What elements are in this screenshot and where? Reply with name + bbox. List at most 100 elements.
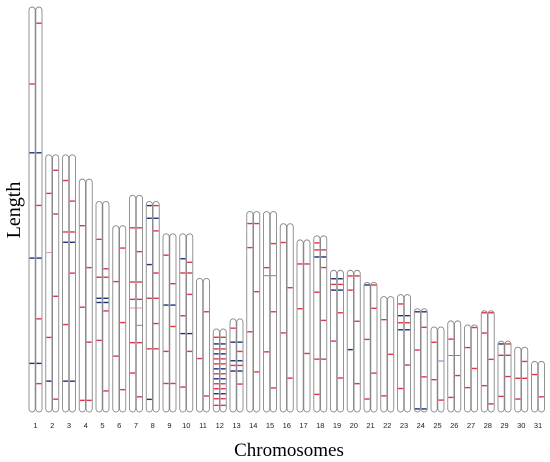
x-tick-label: 24: [417, 421, 425, 430]
chromosome-24: [413, 308, 428, 413]
x-axis-label: Chromosomes: [234, 440, 344, 461]
chromosome-20: [346, 269, 361, 413]
chromosome-27: [464, 324, 478, 413]
x-tick-label: 11: [199, 421, 207, 430]
chromosome-26: [447, 320, 462, 413]
chromatid-left: [464, 324, 472, 413]
chromatid-right: [119, 225, 127, 413]
chromatid-right: [253, 211, 261, 413]
chromosome-6: [112, 225, 127, 413]
chromatid-right: [403, 294, 411, 413]
chromatid-left: [497, 340, 505, 413]
x-tick-label: 14: [249, 421, 257, 430]
chromatid-right: [186, 233, 194, 413]
chromosome-1: [28, 6, 43, 413]
x-tick-labels: 1 2 3 4 5 6 7 8 9 10 11 12 13 14 15 16 17 18 19 20 21 22 23 24 2…: [33, 421, 542, 430]
x-tick-label: 21: [366, 421, 374, 430]
chromatid-left: [162, 233, 170, 413]
chromatid-left: [313, 235, 321, 413]
chromatid-right: [135, 194, 143, 413]
chromosome-18: [313, 235, 328, 413]
chromosome-group: [28, 6, 545, 413]
chromatid-left: [447, 320, 455, 413]
chromosome-7: [129, 194, 143, 413]
chromatid-right: [85, 178, 93, 413]
x-tick-label: 16: [283, 421, 291, 430]
x-tick-label: 7: [134, 421, 138, 430]
y-axis-label: Length: [3, 182, 25, 239]
chromatid-right: [52, 154, 60, 413]
x-tick-label: 30: [517, 421, 525, 430]
chromosome-17: [296, 239, 311, 413]
x-tick-label: 31: [534, 421, 542, 430]
chromosome-8: [145, 200, 160, 413]
chromatid-left: [45, 154, 53, 413]
chromosome-4: [78, 178, 93, 413]
chromatid-right: [537, 360, 545, 413]
chromatid-left: [179, 233, 187, 413]
chromatid-left: [346, 269, 354, 413]
x-tick-label: 18: [316, 421, 324, 430]
chromosome-19: [330, 269, 344, 413]
chromatid-left: [531, 360, 539, 413]
chromatid-right: [370, 281, 378, 413]
chromatid-left: [514, 346, 522, 413]
x-tick-label: 27: [467, 421, 475, 430]
x-tick-label: 10: [182, 421, 190, 430]
chromosome-15: [263, 211, 277, 413]
chromosome-5: [95, 200, 110, 413]
x-tick-label: 9: [167, 421, 171, 430]
chromosome-2: [45, 154, 60, 413]
chromatid-right: [454, 320, 462, 413]
chromatid-right: [102, 200, 110, 413]
x-tick-label: 25: [433, 421, 441, 430]
x-tick-label: 8: [151, 421, 155, 430]
x-tick-label: 26: [450, 421, 458, 430]
chromatid-left: [129, 194, 137, 413]
chromatid-right: [420, 308, 428, 413]
chromosome-14: [246, 211, 261, 413]
chromatid-left: [62, 154, 70, 413]
x-tick-label: 19: [333, 421, 341, 430]
chromatid-left: [112, 225, 120, 413]
x-tick-label: 17: [299, 421, 307, 430]
chromatid-left: [380, 296, 388, 413]
chromatid-left: [28, 6, 36, 413]
chromosome-11: [196, 277, 210, 413]
chromosome-23: [397, 294, 411, 413]
chromatid-left: [363, 281, 371, 413]
x-tick-label: 13: [232, 421, 240, 430]
chromatid-right: [286, 223, 294, 413]
chromatid-right: [336, 269, 344, 413]
x-tick-label: 23: [400, 421, 408, 430]
chromatid-right: [487, 310, 495, 413]
chromatid-right: [68, 154, 76, 413]
chromatid-right: [521, 346, 529, 413]
chromatid-left: [145, 200, 153, 413]
chromatid-left: [95, 200, 103, 413]
chromosome-21: [363, 281, 378, 413]
chromatid-right: [152, 200, 160, 413]
chromatid-left: [430, 326, 438, 413]
chromatid-right: [202, 277, 210, 413]
chromatid-left: [78, 178, 86, 413]
chromosome-16: [279, 223, 294, 413]
chromatid-right: [320, 235, 328, 413]
x-tick-label: 1: [33, 421, 37, 430]
chromosome-3: [62, 154, 76, 413]
chromosome-13: [229, 318, 244, 413]
chromosome-31: [531, 360, 545, 413]
chromosome-29: [497, 340, 512, 413]
chromatid-right: [35, 6, 43, 413]
chromatid-right: [303, 239, 311, 413]
x-tick-label: 20: [350, 421, 358, 430]
chromatid-left: [413, 308, 421, 413]
x-tick-label: 29: [500, 421, 508, 430]
chromatid-left: [279, 223, 287, 413]
chromatid-left: [263, 211, 271, 413]
x-tick-label: 3: [67, 421, 71, 430]
x-tick-label: 4: [84, 421, 88, 430]
chromosome-30: [514, 346, 529, 413]
x-tick-label: 28: [484, 421, 492, 430]
chromosome-28: [480, 310, 495, 413]
